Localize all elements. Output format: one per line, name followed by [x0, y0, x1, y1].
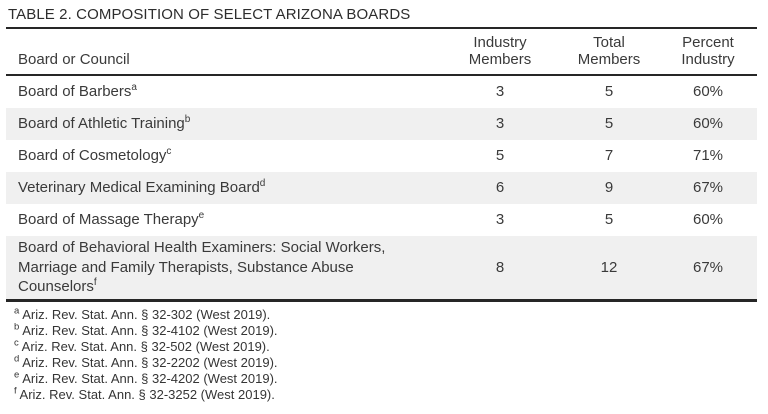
- board-name: Board of Barbers: [18, 83, 132, 100]
- industry-members-value: 8: [495, 258, 505, 276]
- total-members-value: 5: [604, 211, 614, 228]
- table-row-barbers: Board of Barbersa 3 5 60%: [6, 75, 757, 108]
- footnote-d: d Ariz. Rev. Stat. Ann. § 32-2202 (West …: [14, 353, 757, 371]
- board-name-cell: Board of Massage Therapye: [6, 204, 441, 236]
- total-members-value: 9: [604, 179, 614, 196]
- table-row-behavioral-health: Board of Behavioral Health Examiners: So…: [6, 236, 757, 300]
- footnote-a: a Ariz. Rev. Stat. Ann. § 32-302 (West 2…: [14, 305, 757, 323]
- board-name-cell: Veterinary Medical Examining Boardd: [6, 172, 441, 204]
- board-name-cell: Board of Barbersa: [6, 75, 441, 108]
- table-row-athletic-training: Board of Athletic Trainingb 3 5 60%: [6, 108, 757, 140]
- total-members-value: 12: [600, 258, 618, 276]
- footnote-marker: a: [14, 305, 20, 317]
- footnote-marker: c: [14, 337, 19, 349]
- percent-industry-value: 60%: [692, 115, 724, 132]
- footnote-marker: e: [14, 369, 20, 381]
- footnote-b: b Ariz. Rev. Stat. Ann. § 32-4102 (West …: [14, 321, 757, 339]
- composition-table: Board or Council Industry Members Total …: [6, 29, 757, 302]
- board-name-cell: Board of Cosmetologyc: [6, 140, 441, 172]
- board-name-cell: Board of Behavioral Health Examiners: So…: [6, 236, 441, 300]
- footnote-text: Ariz. Rev. Stat. Ann. § 32-3252 (West 20…: [19, 386, 275, 402]
- footnote-marker: d: [14, 353, 20, 365]
- table-row-cosmetology: Board of Cosmetologyc 5 7 71%: [6, 140, 757, 172]
- total-members-value: 7: [604, 147, 614, 164]
- industry-members-value: 6: [495, 179, 505, 196]
- column-header-line2: Members: [577, 51, 641, 68]
- percent-industry-value: 60%: [692, 211, 724, 228]
- total-members-value: 5: [604, 115, 614, 132]
- header-row: Board or Council Industry Members Total …: [6, 29, 757, 76]
- footnote-text: Ariz. Rev. Stat. Ann. § 32-4102 (West 20…: [22, 322, 278, 338]
- footnote-marker: d: [259, 178, 266, 189]
- footnote-marker: b: [184, 114, 191, 125]
- footnote-text: Ariz. Rev. Stat. Ann. § 32-302 (West 201…: [22, 306, 271, 322]
- footnote-marker: e: [198, 210, 205, 221]
- footnote-f: f Ariz. Rev. Stat. Ann. § 32-3252 (West …: [14, 385, 757, 403]
- table-row-veterinary: Veterinary Medical Examining Boardd 6 9 …: [6, 172, 757, 204]
- industry-members-value: 3: [495, 115, 505, 132]
- footnote-c: c Ariz. Rev. Stat. Ann. § 32-502 (West 2…: [14, 337, 757, 355]
- footnote-marker: c: [166, 146, 172, 157]
- industry-members-value: 3: [495, 211, 505, 228]
- footnote-text: Ariz. Rev. Stat. Ann. § 32-2202 (West 20…: [22, 354, 278, 370]
- column-header-industry-members: Industry Members: [441, 29, 559, 76]
- percent-industry-value: 60%: [692, 83, 724, 100]
- page: TABLE 2. COMPOSITION OF SELECT ARIZONA B…: [6, 0, 757, 403]
- percent-industry-value: 67%: [692, 179, 724, 196]
- column-header-label: Board or Council: [18, 51, 130, 68]
- footnote-marker: f: [14, 385, 17, 397]
- column-header-total-members: Total Members: [559, 29, 659, 76]
- footnote-marker: a: [131, 82, 137, 93]
- industry-members-value: 3: [495, 83, 505, 100]
- footnote-marker: b: [14, 321, 20, 333]
- footnotes: a Ariz. Rev. Stat. Ann. § 32-302 (West 2…: [14, 305, 757, 403]
- footnote-marker: f: [93, 277, 97, 288]
- board-name: Board of Athletic Training: [18, 115, 185, 132]
- industry-members-value: 5: [495, 147, 505, 164]
- total-members-value: 5: [604, 83, 614, 100]
- board-name-cell: Board of Athletic Trainingb: [6, 108, 441, 140]
- column-header-board-or-council: Board or Council: [6, 29, 441, 76]
- table-title: TABLE 2. COMPOSITION OF SELECT ARIZONA B…: [6, 0, 757, 29]
- column-header-line1: Industry: [473, 34, 527, 51]
- percent-industry-value: 67%: [692, 258, 724, 276]
- board-name: Veterinary Medical Examining Board: [18, 179, 260, 196]
- column-header-line1: Percent: [682, 34, 734, 51]
- footnote-text: Ariz. Rev. Stat. Ann. § 32-502 (West 201…: [21, 338, 270, 354]
- table-row-massage-therapy: Board of Massage Therapye 3 5 60%: [6, 204, 757, 236]
- board-name: Board of Cosmetology: [18, 147, 167, 164]
- board-name: Board of Massage Therapy: [18, 211, 199, 228]
- percent-industry-value: 71%: [692, 147, 724, 164]
- board-name: Board of Behavioral Health Examiners: So…: [18, 239, 386, 295]
- column-header-percent-industry: Percent Industry: [659, 29, 757, 76]
- footnote-e: e Ariz. Rev. Stat. Ann. § 32-4202 (West …: [14, 369, 757, 387]
- column-header-line2: Members: [468, 51, 532, 68]
- footnote-text: Ariz. Rev. Stat. Ann. § 32-4202 (West 20…: [22, 370, 278, 386]
- column-header-line1: Total: [593, 34, 625, 51]
- column-header-line2: Industry: [681, 51, 735, 68]
